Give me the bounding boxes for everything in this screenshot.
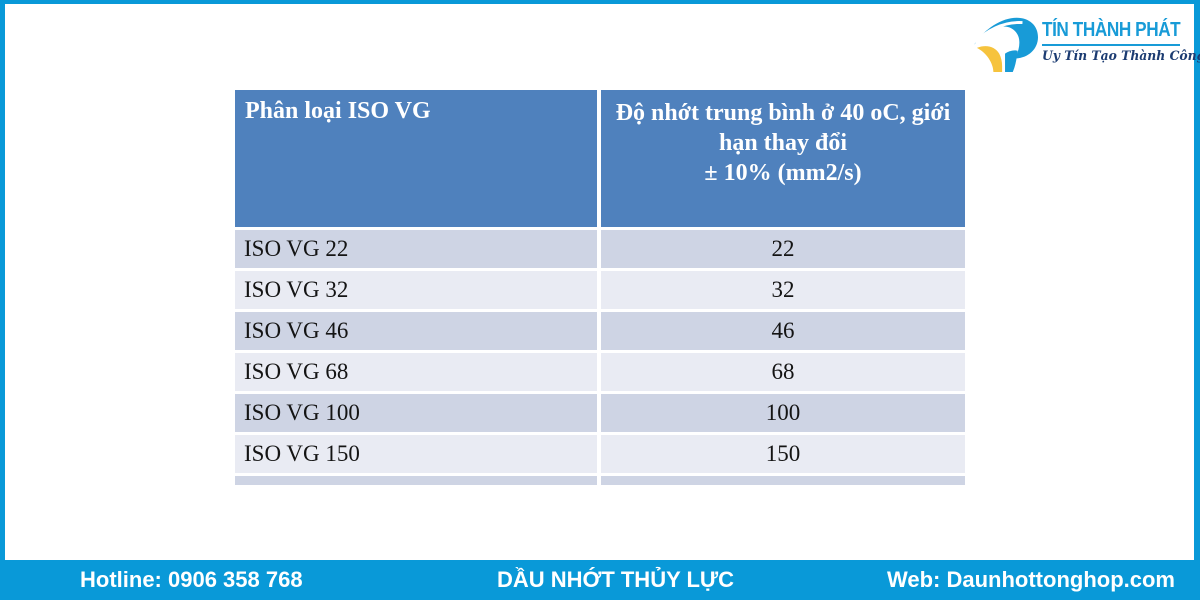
row-label-cell: ISO VG 22 (235, 230, 597, 268)
header-line: hạn thay đổi (718, 130, 848, 156)
row-label-cell: ISO VG 100 (235, 394, 597, 432)
brand-name: TÍN THÀNH PHÁT (1042, 19, 1181, 41)
row-label-cell (235, 476, 597, 485)
row-value-cell: 32 (601, 271, 965, 309)
row-value-cell: 22 (601, 230, 965, 268)
tp-logo-icon (973, 17, 1038, 73)
brand-logo: TÍN THÀNH PHÁT Uy Tín Tạo Thành Công (972, 10, 1200, 74)
brand-tagline: Uy Tín Tạo Thành Công (1042, 49, 1200, 64)
table-row: ISO VG 68 68 (235, 353, 965, 391)
header-line: ± 10% (mm2/s) (704, 160, 862, 186)
header-cell-classification: Phân loại ISO VG (235, 90, 597, 227)
footer-hotline: Hotline: 0906 358 768 (80, 567, 303, 592)
header-line: Độ nhớt trung bình ở 40 oC, giới (615, 100, 951, 126)
table-header-row: Phân loại ISO VG Độ nhớt trung bình ở 40… (235, 90, 965, 227)
row-label-cell: ISO VG 68 (235, 353, 597, 391)
logo-divider (1042, 44, 1180, 46)
row-label-cell: ISO VG 32 (235, 271, 597, 309)
table-row: ISO VG 32 32 (235, 271, 965, 309)
table-row: ISO VG 46 46 (235, 312, 965, 350)
table-row: ISO VG 100 100 (235, 394, 965, 432)
frame-border-left (0, 0, 5, 600)
frame-border-right (1194, 0, 1200, 600)
footer-product-title: DẦU NHỚT THỦY LỰC (497, 567, 735, 592)
row-value-cell: 100 (601, 394, 965, 432)
iso-vg-table: Phân loại ISO VG Độ nhớt trung bình ở 40… (235, 90, 965, 485)
row-value-cell (601, 476, 965, 485)
row-value-cell: 150 (601, 435, 965, 473)
header-cell-viscosity: Độ nhớt trung bình ở 40 oC, giới hạn tha… (601, 90, 965, 227)
table-row: ISO VG 150 150 (235, 435, 965, 473)
row-value-cell: 46 (601, 312, 965, 350)
row-value-cell: 68 (601, 353, 965, 391)
row-label-cell: ISO VG 150 (235, 435, 597, 473)
frame-border-top (0, 0, 1200, 4)
row-label-cell: ISO VG 46 (235, 312, 597, 350)
footer-website: Web: Daunhottonghop.com (887, 567, 1175, 592)
logo-text-block: TÍN THÀNH PHÁT Uy Tín Tạo Thành Công (1042, 19, 1200, 64)
table-row: ISO VG 22 22 (235, 230, 965, 268)
footer-bar: Hotline: 0906 358 768 DẦU NHỚT THỦY LỰC … (0, 560, 1200, 600)
table-row-clipped (235, 476, 965, 485)
